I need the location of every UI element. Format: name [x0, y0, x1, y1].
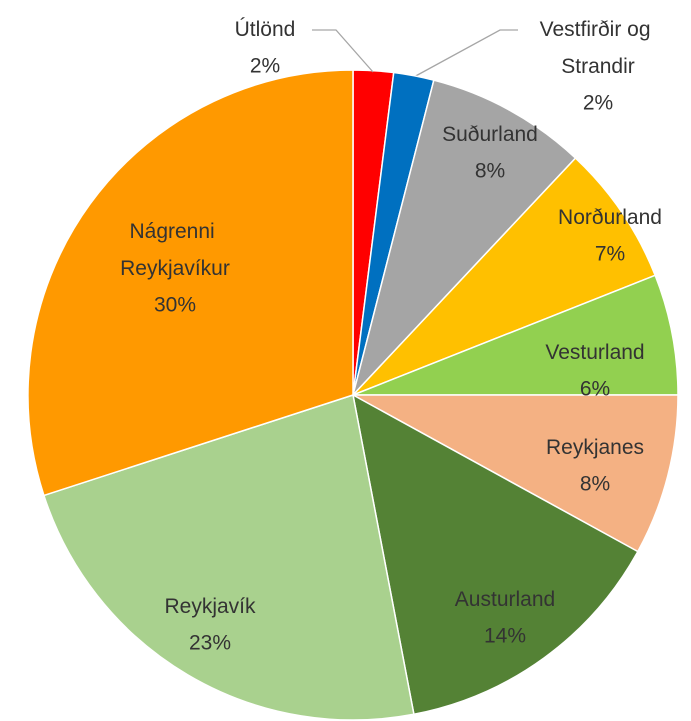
pie-slice — [42, 394, 415, 721]
pie-slice — [352, 394, 679, 553]
pie-slice — [351, 393, 639, 716]
label-line: Vestfirðir og — [540, 18, 657, 41]
slice-value-label: 8% — [580, 473, 610, 496]
label-line: Útlönd — [235, 18, 296, 41]
leader-line — [312, 29, 374, 73]
pie-slice — [352, 274, 679, 396]
slice-label: Nágrenni Reykjavíkur — [120, 220, 230, 280]
label-line: Reykjanes — [546, 436, 644, 459]
slice-label: Reykjanes — [546, 436, 644, 459]
slice-label: Vestfirðir og Strandir — [540, 18, 657, 78]
pie-slice — [27, 69, 354, 497]
label-line: Reykjavík — [164, 595, 256, 618]
pie-slice — [352, 157, 657, 396]
slice-value-label: 8% — [475, 160, 505, 183]
slice-label: Reykjavík — [164, 595, 256, 618]
slice-value-label: 7% — [595, 243, 625, 266]
label-line: Austurland — [455, 588, 555, 611]
label-line: Norðurland — [558, 206, 662, 229]
slice-label: Vesturland — [545, 341, 644, 364]
label-line: Nágrenni — [129, 220, 220, 243]
slice-value-label: 30% — [154, 294, 196, 317]
label-line: Reykjavíkur — [120, 257, 230, 280]
leader-line — [411, 29, 518, 79]
slice-value-label: 2% — [583, 92, 613, 115]
slice-value-label: 2% — [250, 55, 280, 78]
slice-label: Norðurland — [558, 206, 662, 229]
slice-label: Útlönd — [235, 18, 296, 41]
slice-label: Austurland — [455, 588, 555, 611]
slice-value-label: 6% — [580, 378, 610, 401]
slice-label: Suðurland — [442, 123, 538, 146]
label-line: Strandir — [561, 55, 635, 78]
label-line: Suðurland — [442, 123, 538, 146]
pie-slice — [352, 79, 577, 396]
slice-value-label: 14% — [484, 625, 526, 648]
label-line: Vesturland — [545, 341, 644, 364]
slice-value-label: 23% — [189, 632, 231, 655]
